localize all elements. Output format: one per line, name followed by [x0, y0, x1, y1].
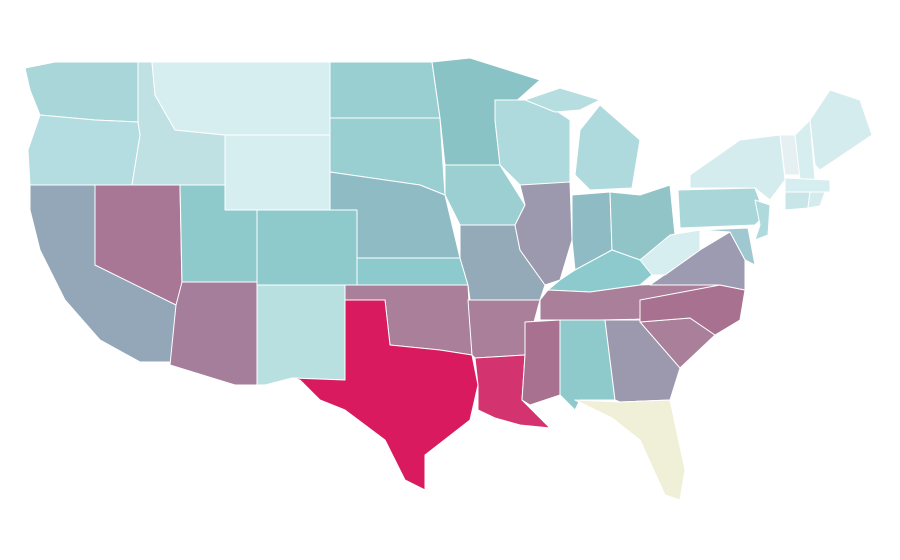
state: [784, 177, 831, 193]
states: [24, 57, 873, 501]
state: [524, 87, 601, 113]
state: [494, 99, 571, 186]
state: [639, 229, 701, 276]
state: [356, 257, 469, 286]
state: [256, 209, 358, 286]
state: [521, 319, 561, 406]
state: [699, 227, 756, 266]
state: [677, 187, 766, 229]
state: [27, 114, 141, 186]
state: [256, 284, 346, 386]
state: [151, 61, 331, 136]
state: [291, 299, 479, 491]
state: [807, 191, 826, 209]
state: [169, 281, 258, 386]
state: [514, 181, 573, 286]
state: [754, 199, 771, 241]
state: [809, 89, 873, 171]
state: [329, 61, 441, 119]
state: [574, 399, 686, 501]
state: [24, 61, 139, 123]
state: [574, 104, 641, 191]
state: [224, 134, 331, 211]
state: [784, 191, 811, 211]
state: [689, 134, 786, 201]
